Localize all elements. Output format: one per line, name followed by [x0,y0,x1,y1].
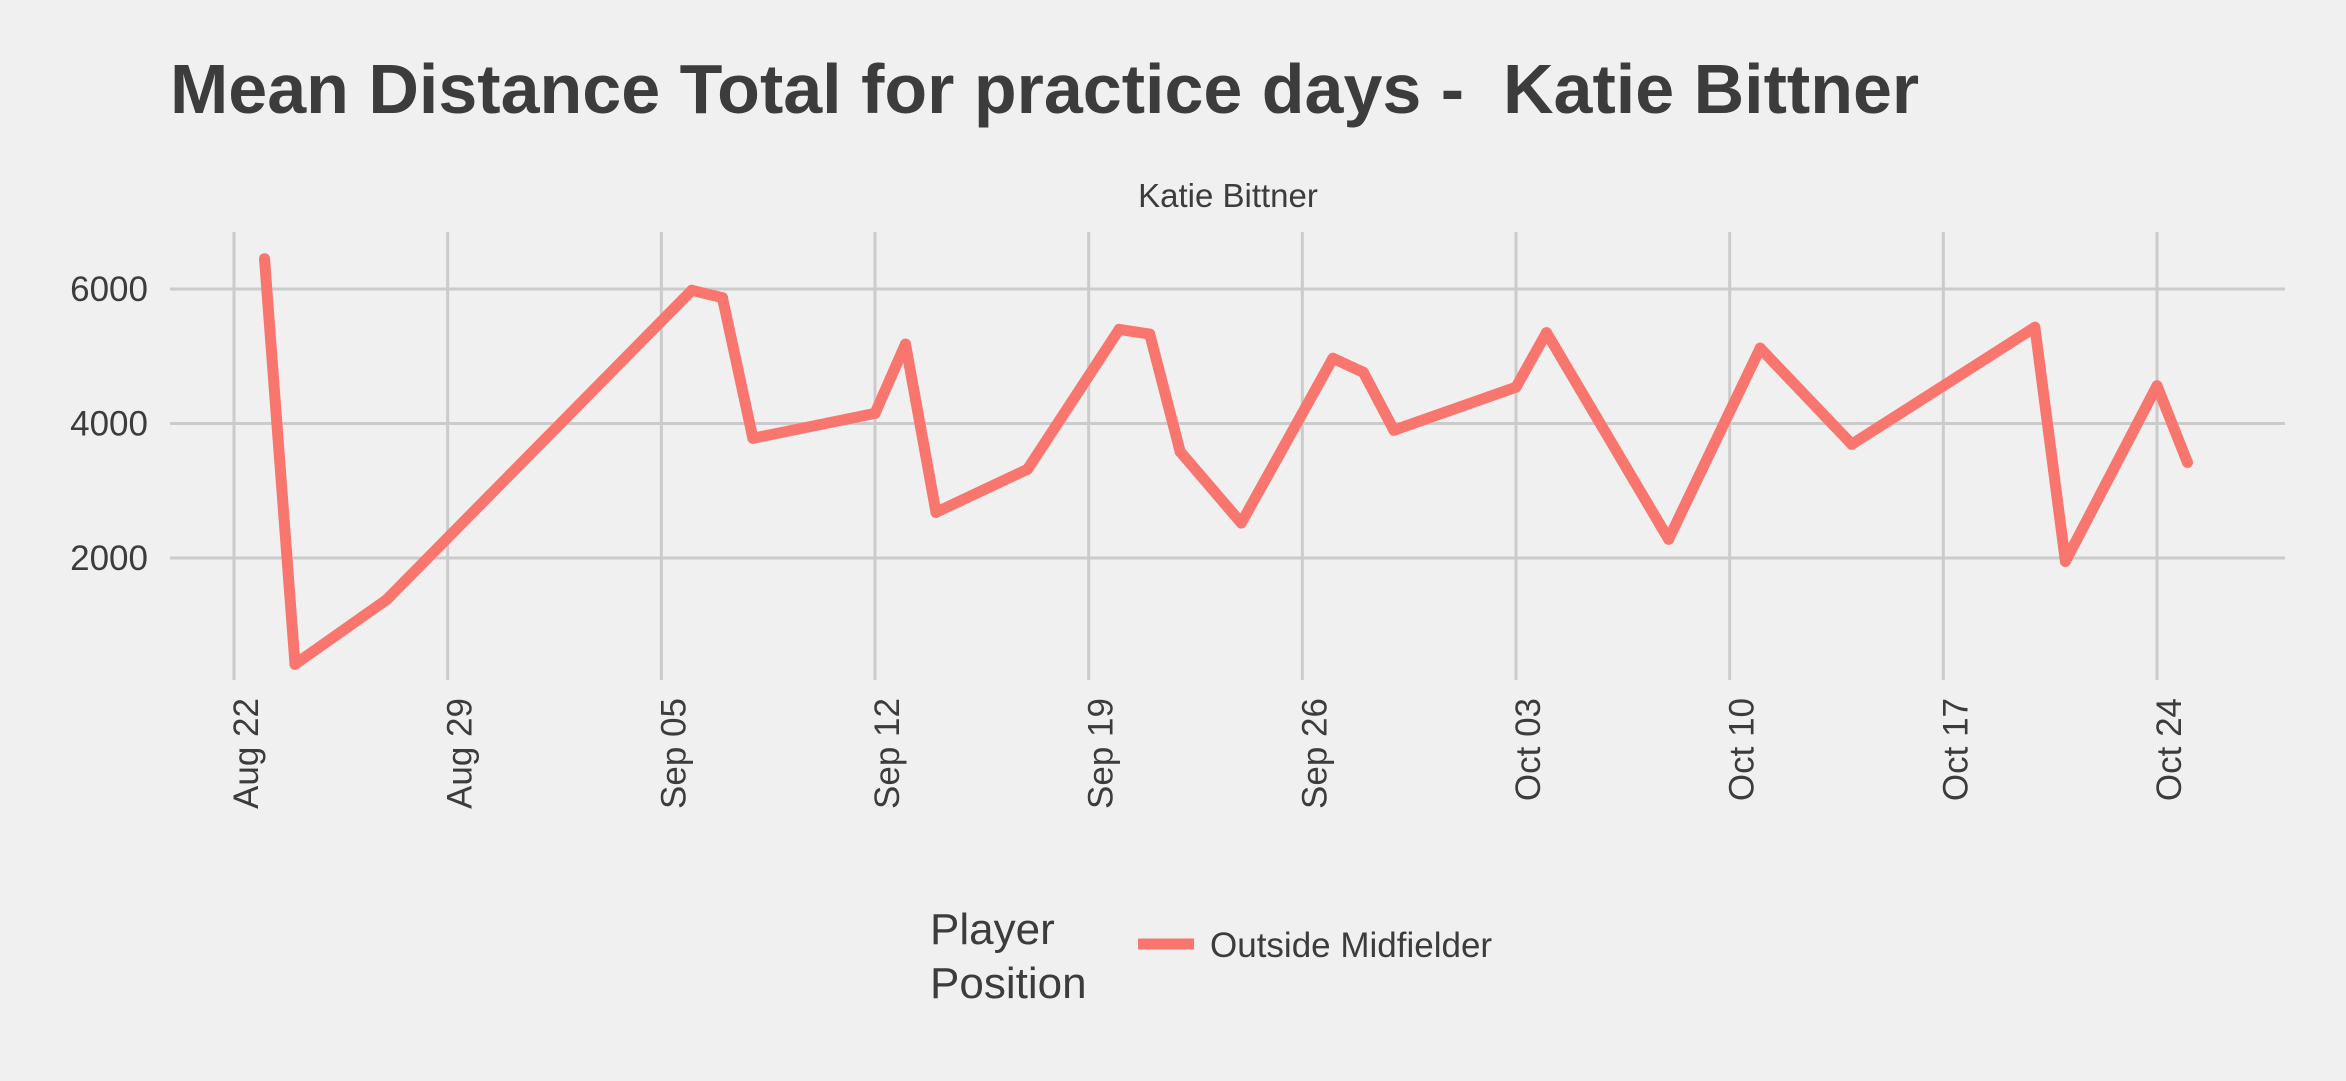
x-tick-label: Sep 19 [1082,698,1121,809]
series-line-outside-midfielder [259,258,2193,670]
legend-title-line: Player [930,905,1055,954]
data-point [1388,424,1400,436]
legend-title-line: Position [930,959,1087,1008]
x-tick-label: Sep 26 [1295,698,1334,809]
y-tick-label: 6000 [70,270,148,309]
data-point [1174,446,1186,458]
x-tick-label: Sep 12 [868,698,907,809]
data-point [2059,555,2071,567]
data-point [1144,328,1156,340]
data-point [381,594,393,606]
data-point [1846,438,1858,450]
data-point [1510,381,1522,393]
data-point [259,253,270,265]
x-tick-label: Sep 05 [654,698,693,809]
legend-label-outside-midfielder: Outside Midfielder [1210,926,1492,965]
data-point [1541,327,1552,339]
chart-title: Mean Distance Total for practice days - … [170,50,1919,128]
data-point [2151,380,2163,392]
x-tick-label: Oct 10 [1723,698,1762,801]
data-point [686,284,698,296]
data-point [1113,323,1125,335]
x-tick-label: Aug 29 [441,698,480,809]
data-point [2029,321,2041,333]
y-tick-label: 4000 [70,405,148,444]
y-tick-label: 2000 [70,539,148,578]
x-gridlines [232,232,2159,680]
legend: Player Position Outside Midfielder [930,905,1492,1008]
series-layer [259,253,2193,670]
data-point [869,407,881,419]
data-point [716,292,728,304]
data-point [1022,463,1034,475]
data-point [2182,457,2193,468]
y-axis-tick-labels: 2000 4000 6000 [70,270,148,578]
x-axis-tick-labels: Aug 22 Aug 29 Sep 05 Sep 12 Sep 19 Sep 26 Oct … [227,698,2189,809]
x-tick-label: Oct 24 [2150,698,2189,801]
data-point [1357,366,1369,378]
legend-title: Player Position [930,905,1087,1008]
data-point [1663,533,1675,545]
data-point [1754,342,1766,354]
y-gridlines [170,287,2285,560]
data-point [747,432,759,444]
data-point [900,338,911,350]
x-tick-label: Oct 17 [1936,698,1975,801]
data-point [1327,352,1339,364]
data-point [1235,517,1247,529]
facet-label: Katie Bittner [1138,177,1318,214]
x-tick-label: Aug 22 [227,698,266,809]
data-point [289,658,301,670]
data-point [930,506,942,518]
x-tick-label: Oct 03 [1509,698,1548,801]
